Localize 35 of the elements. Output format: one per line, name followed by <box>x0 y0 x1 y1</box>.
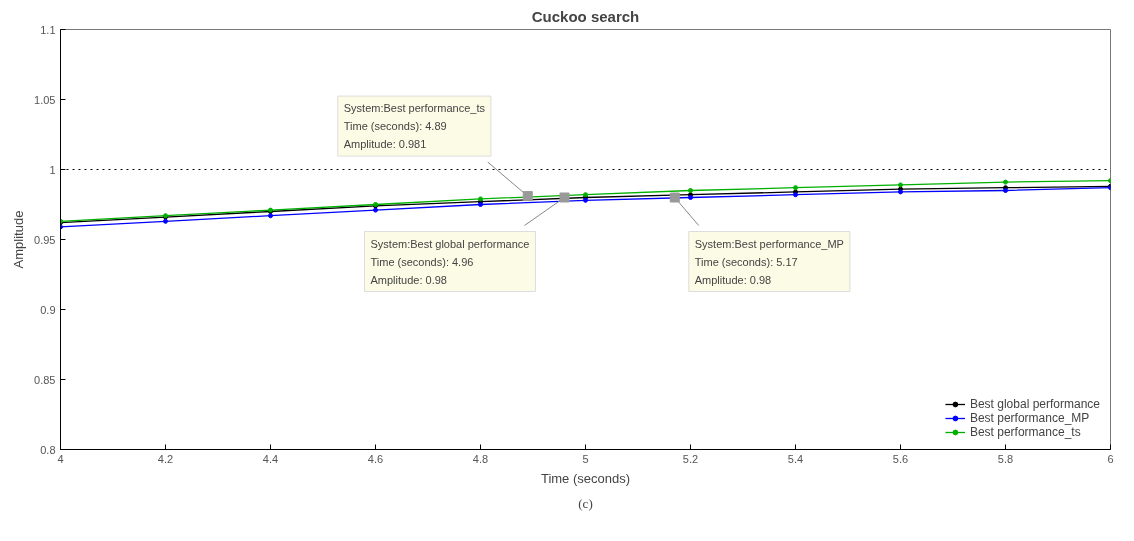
y-tick-label: 1.05 <box>34 93 56 106</box>
y-tick-label: 0.85 <box>34 373 56 386</box>
point <box>268 213 273 219</box>
x-axis-title: Time (seconds) <box>540 470 631 486</box>
point <box>688 188 693 193</box>
annotation: System:Best global performance Time (seconds): 4.96 Amplitude: 0.98 <box>370 237 530 286</box>
x-tick-label: 5 <box>582 452 589 465</box>
x-tick-label: 4.2 <box>157 452 174 465</box>
x-tick-label: 5.4 <box>787 452 804 465</box>
point <box>373 207 378 213</box>
x-tick-label: 4.6 <box>367 452 384 465</box>
x-tick-label: 4.4 <box>262 452 279 465</box>
x-tick-label: 5.2 <box>682 452 699 465</box>
point <box>1003 179 1008 185</box>
x-tick-label: 4.8 <box>472 452 489 465</box>
legend-label: Best performance_ts <box>969 425 1081 439</box>
chart-title: Cuckoo search <box>531 7 640 25</box>
text: (c) <box>578 495 593 511</box>
annotation: System:Best performance_MP Time (seconds): 5.17 Amplitude: 0.98 <box>694 237 844 286</box>
x-tick-label: 5.8 <box>997 452 1014 465</box>
y-tick-label: 0.8 <box>40 443 56 456</box>
x-tick-label: 5.6 <box>892 452 909 465</box>
x-tick-label: 6 <box>1107 452 1114 465</box>
y-tick-label: 1 <box>49 163 56 176</box>
y-tick-label: 1.1 <box>40 23 56 36</box>
point <box>163 218 168 224</box>
y-tick-label: 0.95 <box>34 233 56 246</box>
legend-label: Best global performance <box>969 397 1100 411</box>
annotation: System:Best performance_ts Time (seconds): 4.89 Amplitude: 0.981 <box>343 102 486 151</box>
y-tick-label: 0.9 <box>40 303 56 316</box>
legend-label: Best performance_MP <box>969 411 1090 425</box>
point <box>793 185 798 191</box>
x-tick-label: 4 <box>57 452 64 465</box>
point <box>898 182 903 188</box>
y-axis-title: Amplitude <box>11 210 27 269</box>
